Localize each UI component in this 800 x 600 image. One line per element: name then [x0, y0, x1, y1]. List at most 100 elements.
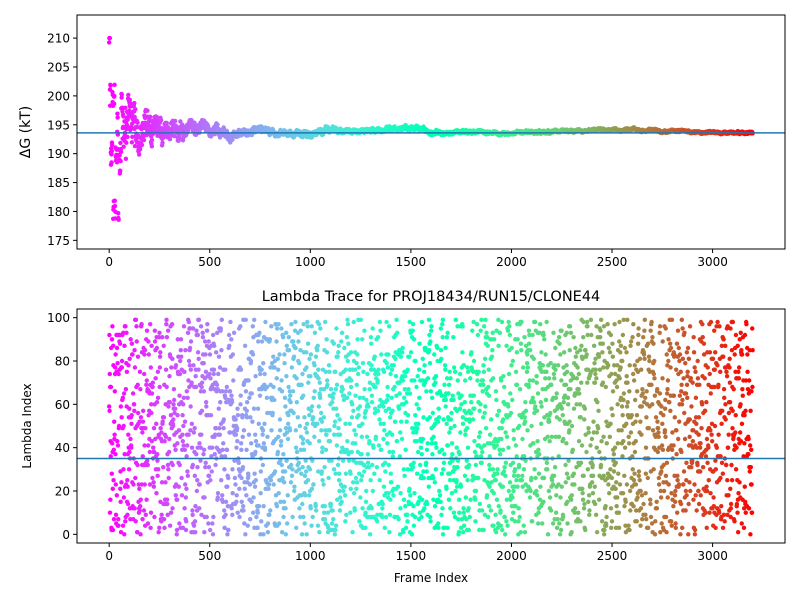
delta-g-point [118, 140, 123, 146]
lambda-point [395, 484, 401, 489]
lambda-point [118, 486, 123, 492]
lambda-point [174, 532, 179, 537]
lambda-point [282, 360, 287, 366]
lambda-point [293, 319, 298, 325]
lambda-point [151, 480, 156, 485]
lambda-point [287, 389, 293, 394]
lambda-point [221, 425, 226, 431]
lambda-point [448, 506, 453, 511]
lambda-point [305, 341, 311, 346]
lambda-point [315, 469, 321, 474]
lambda-point [400, 345, 405, 351]
lambda-point [154, 399, 160, 405]
delta-g-point [117, 153, 122, 158]
lambda-point [336, 477, 342, 483]
delta-g-point [215, 122, 220, 127]
lambda-point [211, 367, 217, 372]
lambda-point [129, 412, 134, 418]
lambda-point [149, 402, 154, 407]
lambda-point [109, 441, 115, 446]
lambda-point [304, 430, 310, 435]
lambda-point [234, 499, 239, 505]
lambda-point [383, 408, 388, 414]
lambda-point [312, 363, 317, 368]
lambda-point [303, 469, 309, 474]
lambda-point [307, 356, 312, 362]
lambda-point [362, 469, 367, 474]
lambda-point [305, 477, 311, 483]
lambda-point [107, 408, 112, 414]
lambda-point [279, 326, 284, 331]
lambda-point [301, 321, 306, 327]
x-tick-label: 2500 [597, 255, 628, 269]
lambda-point [125, 501, 131, 507]
lambda-point [384, 397, 390, 403]
lambda-point [215, 371, 221, 377]
lambda-point [281, 499, 287, 505]
lambda-point [187, 363, 193, 368]
lambda-point [300, 441, 306, 446]
lambda-point [290, 514, 295, 520]
y-tick-label: 205 [47, 61, 70, 75]
lambda-point [142, 443, 147, 448]
lambda-point [146, 352, 152, 357]
lambda-point [152, 328, 158, 333]
lambda-point [258, 490, 263, 496]
lambda-point [113, 512, 119, 518]
lambda-point [274, 326, 280, 331]
lambda-point [402, 473, 407, 479]
lambda-point [211, 514, 216, 520]
lambda-point [303, 458, 308, 463]
lambda-point [362, 328, 367, 333]
lambda-point [336, 350, 341, 355]
lambda-point [193, 503, 198, 509]
lambda-point [108, 497, 113, 502]
lambda-point [247, 482, 253, 487]
lambda-point [239, 499, 244, 505]
lambda-point [306, 380, 311, 385]
lambda-point [215, 490, 221, 496]
delta-g-point [177, 136, 182, 141]
lambda-point [199, 380, 205, 385]
lambda-point [161, 516, 167, 522]
lambda-point [413, 358, 418, 364]
lambda-point [417, 341, 422, 346]
lambda-point [330, 399, 335, 405]
lambda-point [224, 384, 230, 390]
lambda-point [221, 441, 226, 446]
lambda-point [265, 521, 271, 526]
lambda-point [447, 477, 453, 483]
lambda-point [118, 529, 124, 535]
lambda-point [385, 441, 390, 446]
lambda-point [175, 441, 180, 446]
lambda-point [370, 462, 375, 468]
delta-g-point [130, 134, 135, 139]
lambda-point [335, 412, 340, 418]
delta-g-point [179, 122, 185, 127]
lambda-point [182, 506, 187, 511]
lambda-point [188, 428, 193, 433]
lambda-point [271, 482, 276, 487]
lambda-point [239, 475, 244, 481]
lambda-point [318, 386, 324, 392]
lambda-point [181, 423, 186, 429]
lambda-point [447, 369, 452, 375]
lambda-point [253, 438, 259, 444]
lambda-point [153, 376, 158, 381]
lambda-point [222, 454, 228, 459]
lambda-point [332, 432, 337, 437]
lambda-point [188, 339, 194, 344]
lambda-point [339, 339, 344, 344]
lambda-point [460, 324, 465, 329]
lambda-point [259, 339, 265, 344]
lambda-point [231, 330, 237, 336]
lambda-point [176, 428, 182, 433]
lambda-point [235, 412, 241, 418]
lambda-point [152, 339, 158, 344]
lambda-point [302, 473, 308, 479]
lambda-point [132, 347, 137, 353]
delta-g-point [141, 134, 146, 139]
delta-g-point [132, 100, 137, 106]
lambda-point [116, 423, 122, 429]
lambda-point [171, 386, 177, 392]
